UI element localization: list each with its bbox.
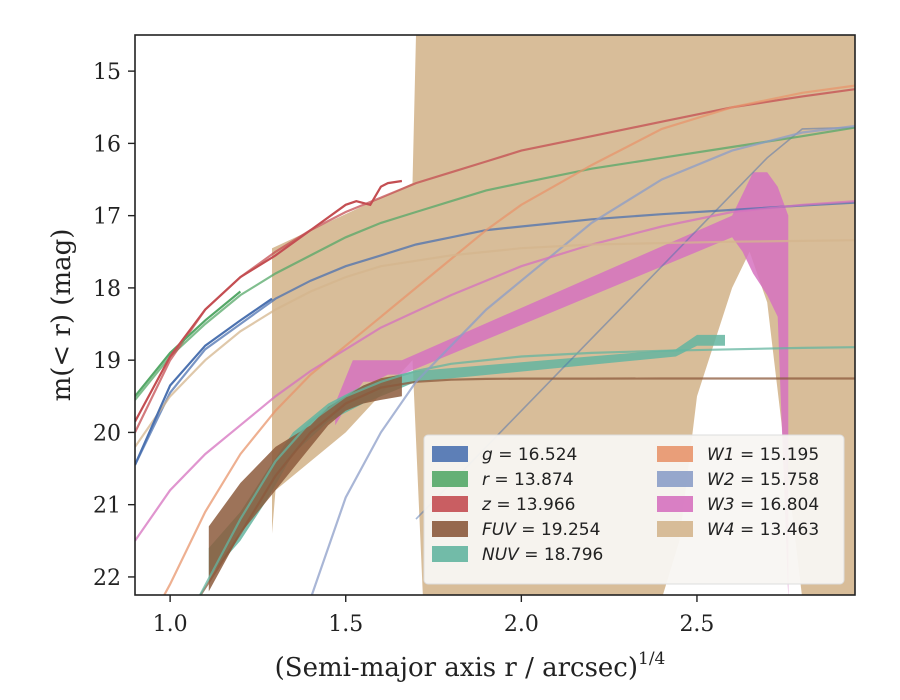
legend-label-w1: W1 = 15.195 bbox=[707, 445, 819, 465]
y-tick-label: 22 bbox=[93, 566, 121, 591]
model-curve-g bbox=[135, 201, 855, 466]
y-axis-title: m(< r) (mag) bbox=[47, 229, 77, 402]
legend-label-w3: W3 = 16.804 bbox=[707, 495, 819, 515]
model-curve-w2 bbox=[310, 124, 855, 595]
band-w4 bbox=[272, 35, 855, 595]
data-profiles bbox=[135, 179, 403, 466]
y-tick-label: 19 bbox=[93, 349, 121, 374]
y-tick-label: 18 bbox=[93, 277, 121, 302]
legend-swatch-w1 bbox=[657, 446, 693, 462]
legend-label-nuv: NUV = 18.796 bbox=[482, 545, 603, 565]
legend-label-fuv: FUV = 19.254 bbox=[482, 520, 600, 540]
legend: g = 16.524 r = 13.874 z = 13.966 FUV = 19.2… bbox=[423, 434, 845, 585]
x-tick-label: 2.5 bbox=[679, 612, 714, 637]
y-tick-label: 20 bbox=[93, 421, 121, 446]
model-curve-nuv bbox=[198, 346, 855, 595]
legend-box bbox=[423, 434, 845, 585]
legend-swatch-w2 bbox=[657, 471, 693, 487]
legend-swatch-nuv bbox=[432, 546, 468, 562]
model-curve-w3 bbox=[135, 200, 855, 542]
y-tick-label: 17 bbox=[93, 205, 121, 230]
data-profile-g bbox=[135, 297, 273, 466]
x-tick-label: 2.0 bbox=[504, 612, 539, 637]
x-tick-label: 1.5 bbox=[328, 612, 363, 637]
x-axis-ticks: 1.0 1.5 2.0 2.5 bbox=[153, 595, 714, 637]
legend-swatch-r bbox=[432, 471, 468, 487]
y-tick-label: 16 bbox=[93, 132, 121, 157]
model-curve-w1 bbox=[163, 84, 855, 595]
y-tick-label: 15 bbox=[93, 60, 121, 85]
band-fuv bbox=[208, 374, 402, 592]
legend-swatch-w4 bbox=[657, 521, 693, 537]
data-profile-r bbox=[135, 290, 242, 397]
model-curve-fuv bbox=[199, 377, 855, 595]
x-tick-label: 1.0 bbox=[153, 612, 188, 637]
legend-label-r: r = 13.874 bbox=[482, 470, 574, 490]
legend-swatch-g bbox=[432, 446, 468, 462]
legend-label-g: g = 16.524 bbox=[482, 445, 577, 465]
uncertainty-bands bbox=[208, 35, 855, 595]
model-curve-w4 bbox=[135, 239, 855, 448]
y-axis-ticks: 15 16 17 18 19 20 21 22 bbox=[93, 60, 135, 591]
legend-swatch-z bbox=[432, 496, 468, 512]
legend-label-z: z = 13.966 bbox=[481, 495, 575, 515]
plot-frame bbox=[134, 34, 856, 596]
legend-swatch-w3 bbox=[657, 496, 693, 512]
x-axis-title: (Semi-major axis r / arcsec)1/4 bbox=[275, 649, 666, 683]
legend-label-w2: W2 = 15.758 bbox=[707, 470, 819, 490]
legend-swatch-fuv bbox=[432, 521, 468, 537]
y-tick-label: 21 bbox=[93, 494, 121, 519]
legend-label-w4: W4 = 13.463 bbox=[707, 520, 819, 540]
model-curve-r bbox=[135, 126, 855, 401]
data-profile-z bbox=[135, 179, 403, 423]
band-w3 bbox=[335, 172, 789, 595]
